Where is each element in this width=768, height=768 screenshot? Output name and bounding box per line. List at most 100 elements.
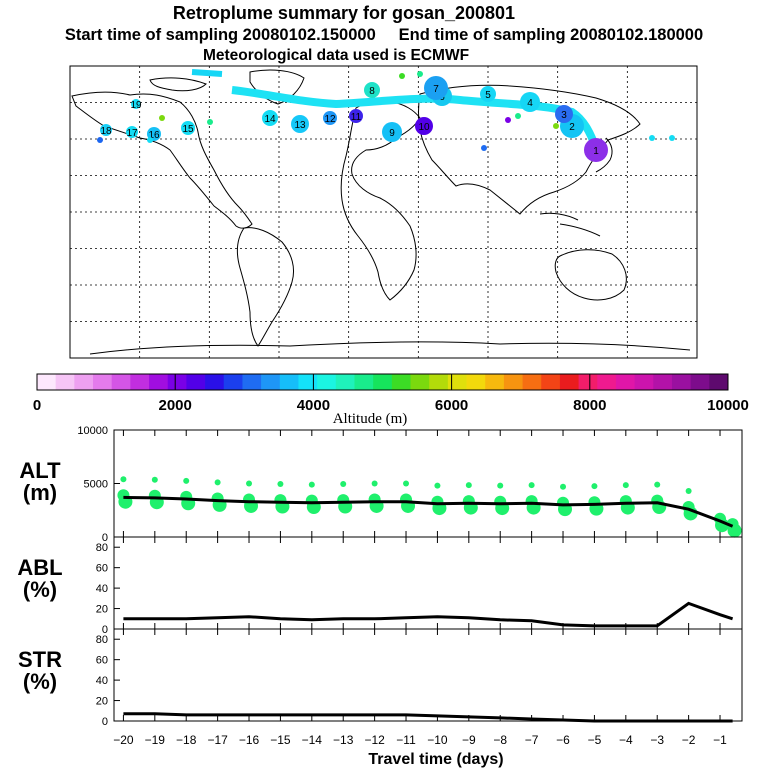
panel-frame [113, 429, 743, 538]
y-tick-label: 80 [96, 634, 108, 646]
map-small-marker [207, 119, 213, 125]
y-tick-label: 60 [96, 563, 108, 575]
alt-scatter-point [528, 482, 535, 489]
x-tick-label: −9 [462, 733, 476, 747]
coastlines [71, 69, 691, 355]
colorbar-cell [503, 374, 523, 390]
x-tick-label: −12 [364, 733, 385, 747]
japan-coast [595, 137, 613, 173]
x-tick-label: −15 [270, 733, 291, 747]
map-marker-label: 10 [418, 122, 430, 133]
colorbar-cell [522, 374, 542, 390]
map-marker-label: 16 [148, 130, 160, 141]
y-tick-label: 10000 [77, 425, 108, 437]
map-gridlines [70, 66, 697, 358]
x-tick-label: −18 [176, 733, 197, 747]
colorbar-tick-label: 6000 [435, 397, 468, 414]
panel-alt: 0 5000 10000 ALT(m) [19, 425, 743, 544]
map-marker-label: 7 [433, 84, 439, 95]
altitude-colorbar: 0 2000 4000 6000 8000 10000 Altitude (m) [33, 373, 749, 427]
y-tick-label: 80 [96, 542, 108, 554]
colorbar-cell [485, 374, 505, 390]
x-tick-label: −16 [239, 733, 260, 747]
map-marker-label: 19 [130, 100, 142, 111]
indonesia-coast [539, 212, 601, 237]
map-marker-11 [349, 109, 363, 123]
y-tick-label: 5000 [84, 479, 108, 491]
met-data-label: Meteorological data used is ECMWF [202, 47, 470, 64]
colorbar-cells [37, 374, 729, 390]
y-tick-label: 0 [102, 532, 108, 544]
map-marker-label: 2 [569, 122, 575, 133]
x-tick-label: −8 [493, 733, 507, 747]
alt-scatter-point [434, 482, 441, 489]
colorbar-cell [559, 374, 579, 390]
map-marker-label: 11 [351, 112, 362, 123]
panel-unit-alt: (m) [23, 480, 57, 505]
colorbar-cell [317, 374, 337, 390]
colorbar-tick-label: 2000 [159, 397, 192, 414]
canadian-arctic-coast [149, 77, 207, 92]
alt-scatter-point [120, 476, 127, 483]
map-marker-label: 14 [264, 114, 276, 125]
y-tick-label: 20 [96, 604, 108, 616]
map-marker-label: 3 [561, 110, 567, 121]
map-small-marker [399, 73, 405, 79]
map-marker-14 [262, 110, 278, 126]
colorbar-cell [709, 374, 729, 390]
alt-scatter-point [340, 481, 347, 488]
map-small-marker [97, 137, 103, 143]
colorbar-cell [149, 374, 169, 390]
alt-scatter-point [560, 483, 567, 490]
colorbar-tick-label: 4000 [297, 397, 330, 414]
colorbar-cell [690, 374, 710, 390]
alt-scatter-point [246, 480, 253, 487]
panel-label-abl: ABL [17, 555, 62, 580]
colorbar-cell [447, 374, 467, 390]
colorbar-cell [653, 374, 673, 390]
series-line-abl [123, 601, 734, 628]
map-marker-5 [480, 86, 496, 102]
map-marker-8 [364, 82, 380, 98]
x-tick-label: −5 [588, 733, 602, 747]
australia-coast [554, 249, 627, 301]
map-marker-label: 18 [100, 126, 112, 137]
europe-africa-coast [340, 100, 421, 301]
map-marker-18 [100, 124, 112, 136]
x-tick-label: −7 [525, 733, 539, 747]
x-tick-label: −13 [333, 733, 354, 747]
map-small-marker [553, 123, 559, 129]
y-tick-label: 0 [102, 716, 108, 728]
colorbar-cell [597, 374, 617, 390]
x-tick-label: −14 [302, 733, 323, 747]
map-small-marker [147, 137, 153, 143]
x-tick-label: −19 [145, 733, 166, 747]
map-marker-label: 17 [126, 128, 138, 139]
plume-track-segment [191, 69, 223, 77]
colorbar-cell [391, 374, 411, 390]
colorbar-tick-label: 10000 [707, 397, 749, 414]
travel-time-axis: Travel time (days) −20 −19 −18 −17 −16 −15 −14… [113, 733, 727, 768]
colorbar-cell [74, 374, 94, 390]
map-marker-7 [424, 76, 448, 100]
panel-label-str: STR [18, 647, 62, 672]
colorbar-cell [205, 374, 225, 390]
start-time-label: Start time of sampling 20080102.150000 [64, 26, 376, 44]
x-tick-label: −6 [556, 733, 570, 747]
map-marker-13 [291, 115, 309, 133]
retroplume-markers: 12345678910111213141516171819 [97, 71, 675, 162]
map-marker-label: 5 [485, 90, 491, 101]
x-tick-label: −10 [427, 733, 448, 747]
colorbar-cell [130, 374, 150, 390]
x-tick-label: −4 [619, 733, 633, 747]
alt-scatter-point [183, 477, 190, 484]
panel-unit-str: (%) [23, 669, 57, 694]
map-small-marker [481, 145, 487, 151]
map-small-marker [669, 135, 675, 141]
chart-title: Retroplume summary for gosan_200801 [172, 3, 516, 23]
map-marker-1 [584, 138, 608, 162]
colorbar-xlabel: Altitude (m) [333, 411, 408, 427]
colorbar-cell [298, 374, 318, 390]
map-frame [69, 65, 698, 359]
